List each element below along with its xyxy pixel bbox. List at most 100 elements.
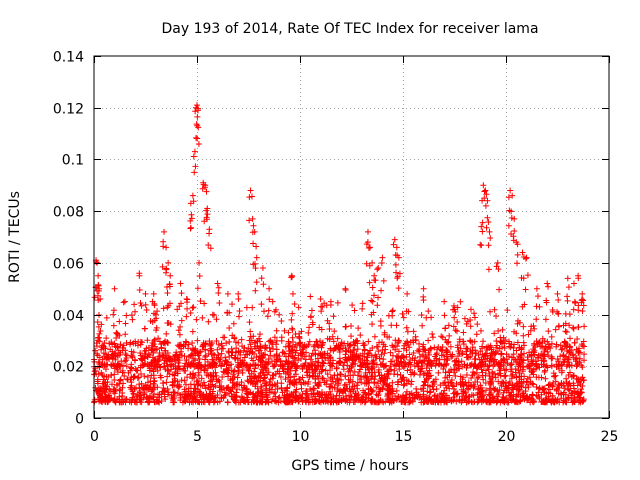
data-point bbox=[381, 372, 388, 379]
data-point bbox=[506, 340, 513, 347]
data-point bbox=[110, 311, 117, 318]
data-point bbox=[364, 373, 371, 380]
data-point bbox=[163, 330, 170, 337]
data-point bbox=[123, 396, 130, 403]
data-point bbox=[154, 384, 161, 391]
data-point bbox=[117, 341, 124, 348]
data-point bbox=[533, 392, 540, 399]
data-point bbox=[269, 339, 276, 346]
data-point bbox=[579, 374, 586, 381]
data-point bbox=[533, 285, 540, 292]
data-point bbox=[389, 352, 396, 359]
data-point bbox=[368, 297, 375, 304]
data-point bbox=[497, 365, 504, 372]
y-tick-label: 0.14 bbox=[53, 50, 84, 66]
data-point bbox=[380, 277, 387, 284]
data-point bbox=[318, 326, 325, 333]
data-point bbox=[235, 339, 242, 346]
data-point bbox=[111, 396, 118, 403]
data-point bbox=[396, 338, 403, 345]
data-point bbox=[419, 343, 426, 350]
data-point bbox=[271, 334, 278, 341]
data-point bbox=[408, 378, 415, 385]
data-point bbox=[185, 391, 192, 398]
data-point bbox=[153, 324, 160, 331]
data-point bbox=[492, 374, 499, 381]
data-point bbox=[314, 373, 321, 380]
data-point bbox=[241, 398, 248, 405]
data-point bbox=[235, 290, 242, 297]
data-point bbox=[112, 387, 119, 394]
data-point bbox=[512, 366, 519, 373]
data-point bbox=[150, 290, 157, 297]
data-point bbox=[325, 399, 332, 406]
data-point bbox=[432, 362, 439, 369]
data-point bbox=[224, 366, 231, 373]
data-point bbox=[563, 347, 570, 354]
data-point bbox=[213, 338, 220, 345]
data-point bbox=[482, 372, 489, 379]
data-point bbox=[570, 325, 577, 332]
data-point bbox=[259, 393, 266, 400]
data-point bbox=[348, 333, 355, 340]
data-point bbox=[422, 353, 429, 360]
data-point bbox=[184, 299, 191, 306]
data-point bbox=[418, 311, 425, 318]
data-point bbox=[109, 355, 116, 362]
data-point bbox=[446, 332, 453, 339]
data-point bbox=[575, 302, 582, 309]
data-point bbox=[253, 378, 260, 385]
data-point bbox=[562, 310, 569, 317]
data-point bbox=[573, 363, 580, 370]
data-point bbox=[190, 399, 197, 406]
data-point bbox=[188, 211, 195, 218]
data-point bbox=[291, 301, 298, 308]
data-point bbox=[340, 366, 347, 373]
data-point bbox=[125, 369, 132, 376]
data-point bbox=[413, 391, 420, 398]
data-point bbox=[403, 324, 410, 331]
data-point bbox=[239, 366, 246, 373]
data-point bbox=[273, 341, 280, 348]
data-point bbox=[353, 351, 360, 358]
data-point bbox=[381, 350, 388, 357]
data-point bbox=[536, 384, 543, 391]
data-point bbox=[263, 389, 270, 396]
data-point bbox=[482, 350, 489, 357]
data-point bbox=[420, 297, 427, 304]
data-point bbox=[469, 344, 476, 351]
data-point bbox=[349, 349, 356, 356]
data-point bbox=[530, 381, 537, 388]
data-point bbox=[179, 399, 186, 406]
data-point bbox=[580, 297, 587, 304]
data-point bbox=[505, 194, 512, 201]
data-point bbox=[368, 352, 375, 359]
data-point bbox=[214, 399, 221, 406]
data-point bbox=[471, 356, 478, 363]
data-point bbox=[350, 372, 357, 379]
data-point bbox=[479, 219, 486, 226]
data-point bbox=[338, 396, 345, 403]
data-point bbox=[508, 396, 515, 403]
data-point bbox=[120, 362, 127, 369]
data-point bbox=[548, 340, 555, 347]
data-point bbox=[445, 338, 452, 345]
data-point bbox=[541, 369, 548, 376]
data-point bbox=[395, 348, 402, 355]
data-point bbox=[248, 355, 255, 362]
data-point bbox=[450, 302, 457, 309]
data-point bbox=[164, 385, 171, 392]
data-point bbox=[258, 399, 265, 406]
data-point bbox=[356, 355, 363, 362]
data-point bbox=[327, 347, 334, 354]
data-point bbox=[454, 304, 461, 311]
data-point bbox=[178, 342, 185, 349]
data-point bbox=[190, 347, 197, 354]
data-point bbox=[566, 344, 573, 351]
data-point bbox=[149, 387, 156, 394]
data-point bbox=[143, 307, 150, 314]
data-point bbox=[252, 260, 259, 267]
data-point bbox=[364, 354, 371, 361]
data-point bbox=[289, 325, 296, 332]
data-point bbox=[196, 356, 203, 363]
